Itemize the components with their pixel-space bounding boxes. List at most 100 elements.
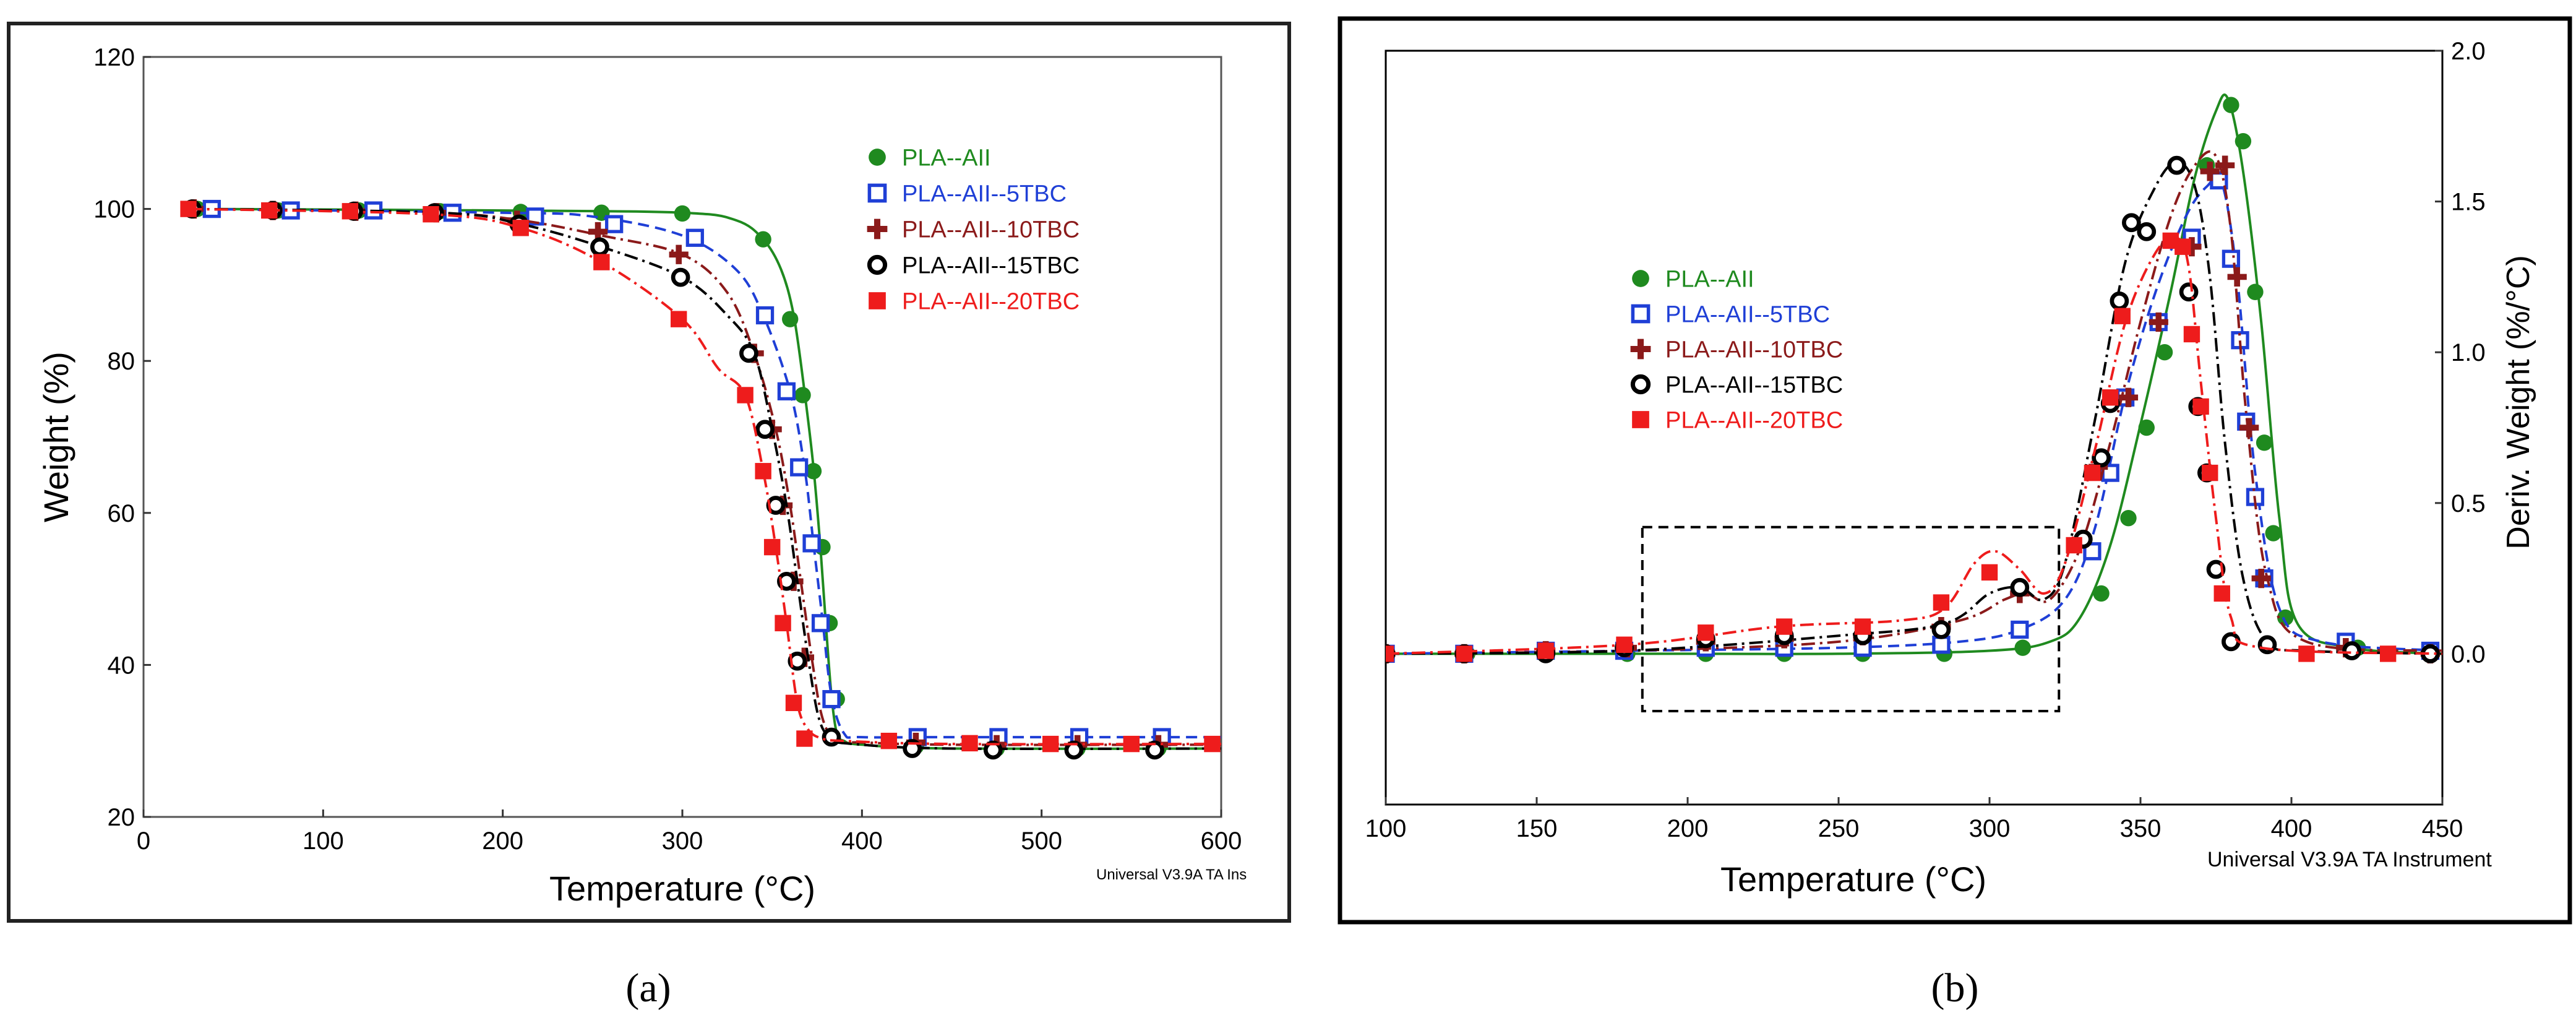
panel-b-point-pla-aii-20tbc (1698, 624, 1714, 641)
panel-a-point-pla-aii-5tbc (605, 215, 624, 233)
panel-b-point-pla-aii-20tbc (1854, 618, 1871, 635)
panel-b-point-pla-aii-20tbc (1456, 645, 1473, 662)
panel-b-point-pla-aii-15tbc (2010, 577, 2030, 597)
panel-a-point-pla-aii-5tbc (777, 382, 796, 400)
panel-a-point-pla-aii-20tbc (341, 203, 359, 220)
panel-b-point-pla-aii-10tbc (2149, 312, 2168, 332)
panel-a-legend-item: PLA--AII--5TBC (867, 181, 1067, 207)
panel-a-x-tick-label: 300 (662, 827, 703, 855)
panel-a-point-pla-aii-5tbc (685, 228, 704, 247)
panel-b-x-tick-label: 450 (2422, 815, 2463, 842)
panel-a-point-pla-aii-5tbc (802, 534, 821, 553)
panel-b-point-pla-aii-20tbc (2183, 326, 2200, 343)
panel-a-point-pla-aii-15tbc (755, 420, 775, 439)
panel-b-x-tick-label: 400 (2271, 815, 2312, 842)
panel-b-point-pla-aii-5tbc (1932, 636, 1951, 654)
panel-b-x-tick-label: 300 (1969, 815, 2011, 842)
panel-a-x-tick-label: 600 (1201, 827, 1242, 855)
panel-b-point-pla-aii-20tbc (2379, 645, 2397, 662)
panel-b-point-pla-aii-20tbc (1933, 594, 1950, 611)
panel-a-point-pla-aii (674, 205, 691, 222)
panel-a-point-pla-aii-15tbc (983, 740, 1003, 760)
panel-a-x-tick-label: 500 (1021, 827, 1062, 855)
panel-a-point-pla-aii-20tbc (737, 387, 753, 404)
panel-a-point-pla-aii (805, 463, 822, 480)
panel-b-point-pla-aii (2093, 585, 2110, 602)
panel-b-point-pla-aii-15tbc (2222, 632, 2241, 652)
panel-b-x-tick-label: 200 (1667, 815, 1709, 842)
panel-a-line-pla-aii (188, 207, 1221, 750)
panel-b-point-pla-aii-20tbc (1616, 636, 1633, 653)
panel-a-legend-marker-pla-aii-20tbc (869, 292, 886, 309)
panel-b-point-pla-aii-15tbc (2092, 448, 2111, 468)
panel-b-point-pla-aii-10tbc (2239, 418, 2259, 438)
panel-b-point-pla-aii-15tbc (2179, 282, 2199, 302)
panel-b-point-pla-aii (2120, 509, 2137, 527)
panel-b-x-axis-label: Temperature (°C) (1720, 860, 1986, 899)
panel-a-point-pla-aii-5tbc (790, 458, 809, 477)
panel-b-point-pla-aii-20tbc (1775, 618, 1793, 635)
panel-b-point-pla-aii (2256, 434, 2273, 451)
panel-a-point-pla-aii-5tbc (811, 614, 830, 632)
panel-a-point-pla-aii-20tbc (670, 311, 687, 327)
panel-b-series-pla-aii-20tbc (1386, 232, 2442, 662)
panel-a-point-pla-aii-20tbc (180, 201, 197, 217)
panel-a-legend-label: PLA--AII (902, 145, 991, 171)
panel-a-x-tick-label: 200 (482, 827, 523, 855)
panel-a-plot-area (142, 56, 1222, 818)
panel-b-legend-label: PLA--AII--15TBC (1665, 373, 1843, 399)
panel-b-point-pla-aii-20tbc (2084, 464, 2101, 481)
panel-a-point-pla-aii (794, 387, 811, 404)
panel-a-point-pla-aii-20tbc (763, 538, 781, 556)
panel-b-point-pla-aii (2265, 525, 2282, 542)
panel-a-line-pla-aii-5tbc (188, 207, 1221, 739)
panel-b-series (1386, 93, 2442, 663)
panel-a-legend-marker-pla-aii-10tbc (867, 218, 888, 240)
chart-panel-a: 0 100 200 300 400 500 600 20 40 60 80 100 120 PLA--A… (7, 22, 1291, 1011)
panel-b-point-pla-aii-15tbc (2137, 222, 2157, 241)
panel-b-y-tick-label: 0.5 (2451, 490, 2486, 517)
panel-a-point-pla-aii-20tbc (880, 733, 898, 749)
panel-a-legend-item: PLA--AII--20TBC (869, 289, 1080, 315)
panel-b-legend-item: PLA--AII--5TBC (1631, 302, 1830, 328)
panel-a-legend-item: PLA--AII--15TBC (867, 253, 1080, 279)
chart-panel-b: 100 150 200 250 300 350 400 4500.00.51.01.52.0 … (1337, 16, 2572, 1011)
panel-b-line-pla-aii-10tbc (1386, 150, 2442, 655)
panel-b-legend-item: PLA--AII--10TBC (1630, 337, 1843, 363)
panel-a-legend-label: PLA--AII--20TBC (902, 289, 1080, 315)
panel-b-line-pla-aii-5tbc (1386, 175, 2442, 655)
panel-a-point-pla-aii-15tbc (903, 739, 922, 758)
panel-b-y-tick-label: 1.0 (2451, 339, 2486, 366)
panel-b-legend-item: PLA--AII--20TBC (1632, 408, 1843, 434)
panel-a-point-pla-aii (782, 311, 799, 327)
panel-b-legend-label: PLA--AII--10TBC (1665, 337, 1843, 363)
panel-b-point-pla-aii-20tbc (2213, 585, 2230, 602)
panel-b-point-pla-aii-20tbc (2102, 389, 2119, 406)
panel-b-y-tick-label: 2.0 (2451, 38, 2486, 65)
panel-b-legend-label: PLA--AII (1665, 267, 1754, 293)
panel-b-y-tick-label: 0.0 (2451, 641, 2486, 668)
panel-b-point-pla-aii-15tbc (2122, 213, 2141, 233)
panel-b-point-pla-aii-15tbc (2206, 559, 2226, 579)
panel-b-point-pla-aii (2156, 344, 2173, 361)
panel-a-point-pla-aii (755, 231, 771, 248)
panel-b-point-pla-aii-5tbc (2222, 249, 2241, 268)
panel-b-x-tick-label: 100 (1365, 815, 1407, 842)
panel-b-legend-marker-pla-aii-5tbc (1631, 304, 1651, 324)
panel-a-series-pla-aii-20tbc (180, 201, 1221, 753)
panel-b-point-pla-aii-10tbc (2118, 387, 2139, 407)
panel-a-y-tick-label: 80 (108, 348, 135, 375)
panel-a-legend: PLA--AII PLA--AII--5TBC PLA--AII--10TBC PLA… (867, 145, 1080, 315)
panel-b-legend-label: PLA--AII--5TBC (1665, 302, 1830, 328)
panel-b-legend-marker-pla-aii-10tbc (1630, 339, 1651, 360)
panel-b-point-pla-aii-5tbc (2011, 620, 2029, 639)
panel-a-point-pla-aii-15tbc (1064, 740, 1084, 760)
panel-a-point-pla-aii-15tbc (671, 267, 690, 287)
panel-a-x-tick-label: 100 (303, 827, 344, 855)
panel-b-point-pla-aii-20tbc (1386, 645, 1394, 662)
panel-b-y-axis-label: Deriv. Weight (%/°C) (2501, 255, 2536, 549)
panel-a-x-axis-label: Temperature (°C) (549, 869, 815, 908)
panel-a-point-pla-aii-20tbc (961, 735, 978, 752)
panel-a-y-tick-label: 40 (108, 652, 135, 679)
